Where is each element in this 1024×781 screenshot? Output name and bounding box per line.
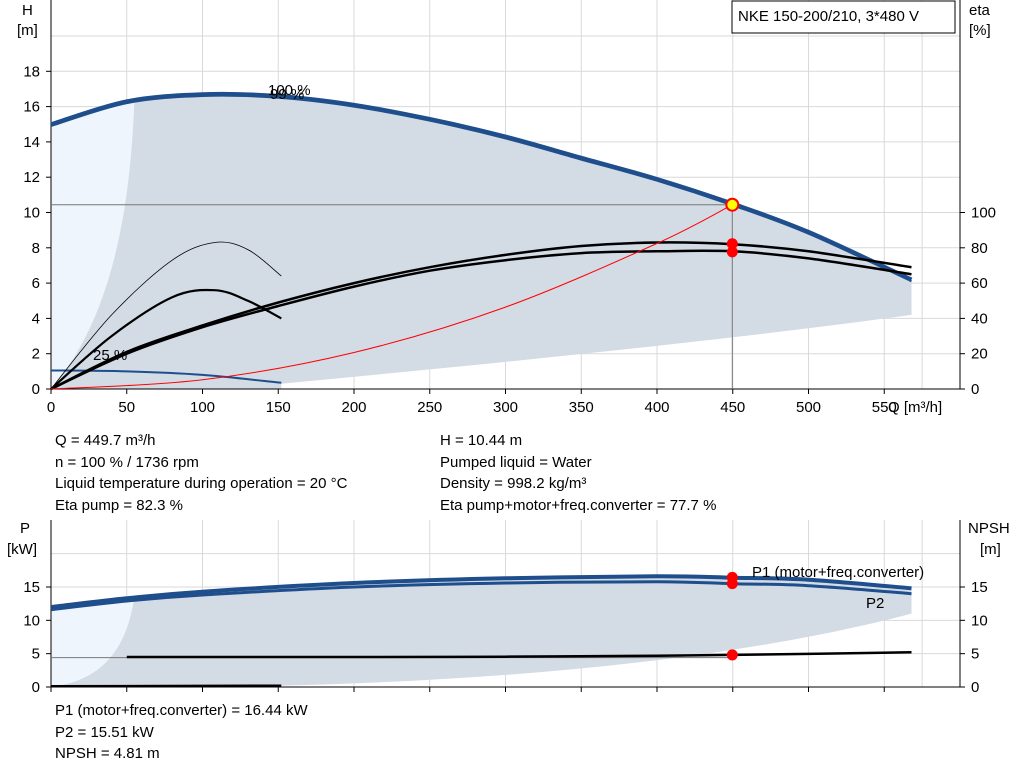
x-tick-label: 400 xyxy=(644,399,669,416)
y-tick-label-right: 15 xyxy=(971,579,988,596)
y-tick-label-left: 12 xyxy=(23,169,40,186)
power-curve-25 xyxy=(50,684,282,688)
x-tick-label: 350 xyxy=(569,399,594,416)
x-tick-label: 150 xyxy=(266,399,291,416)
x-tick-label: 50 xyxy=(118,399,135,416)
y-axis-unit-right: [m] xyxy=(980,541,1001,558)
op-marker-head xyxy=(725,197,740,212)
y-tick-label-left: 18 xyxy=(23,63,40,80)
legend-p1: P1 (motor+freq.converter) xyxy=(752,564,924,581)
op-marker-eta-total xyxy=(726,246,738,258)
curve-label-100: 100 % xyxy=(268,82,311,99)
x-tick-label: 450 xyxy=(720,399,745,416)
y-tick-label-right: 10 xyxy=(971,612,988,629)
info-eta-pump: Eta pump = 82.3 % xyxy=(55,496,183,514)
y-tick-label-right: 40 xyxy=(971,310,988,327)
curve-label-25: 25 % xyxy=(93,347,127,364)
eta-curve xyxy=(50,241,912,391)
eta-curve xyxy=(50,288,282,390)
y-tick-label-left: 8 xyxy=(32,240,40,257)
info-q: Q = 449.7 m³/h xyxy=(55,432,156,449)
y-axis-unit-right: [%] xyxy=(969,22,991,39)
op-marker-p2 xyxy=(726,578,738,590)
y-tick-label-right: 5 xyxy=(971,646,979,663)
op-marker-npsh xyxy=(726,649,738,661)
y-axis-label-right: eta xyxy=(969,2,991,19)
y-tick-label-left: 14 xyxy=(23,134,40,151)
x-tick-label: 200 xyxy=(341,399,366,416)
y-tick-label-right: 100 xyxy=(971,205,996,222)
y-tick-label-left: 10 xyxy=(23,205,40,222)
y-tick-label-right: 0 xyxy=(971,381,979,398)
y-tick-label-left: 6 xyxy=(32,275,40,292)
y-tick-label-right: 20 xyxy=(971,346,988,363)
power-curve xyxy=(50,574,912,609)
op-marker-eta-pump xyxy=(726,238,738,250)
y-tick-label-right: 80 xyxy=(971,240,988,257)
y-axis-unit-left: [kW] xyxy=(7,541,37,558)
info-p1: P1 (motor+freq.converter) = 16.44 kW xyxy=(55,702,308,719)
area-operating-range xyxy=(126,93,912,389)
info-npsh: NPSH = 4.81 m xyxy=(55,745,160,762)
y-tick-label-left: 15 xyxy=(23,579,40,596)
x-tick-label: 500 xyxy=(796,399,821,416)
x-tick-label: 0 xyxy=(47,399,55,416)
chart-title: NKE 150-200/210, 3*480 V xyxy=(738,8,919,25)
y-tick-label-left: 5 xyxy=(32,646,40,663)
info-speed: n = 100 % / 1736 rpm xyxy=(55,453,199,471)
x-tick-label: 300 xyxy=(493,399,518,416)
y-tick-label-left: 2 xyxy=(32,346,40,363)
y-tick-label-right: 0 xyxy=(971,679,979,696)
y-tick-label-left: 10 xyxy=(23,612,40,629)
info-pumped-liquid: Pumped liquid = Water xyxy=(440,453,592,471)
info-eta-total: Eta pump+motor+freq.converter = 77.7 % xyxy=(440,496,717,514)
title-box xyxy=(731,0,956,34)
top-chart: 0 50 100 150 200 250 300 350 400 450 500 5500246810… xyxy=(17,0,996,416)
power-curve xyxy=(50,580,912,612)
area-operating-range xyxy=(126,576,912,687)
info-h: H = 10.44 m xyxy=(440,432,523,449)
y-tick-label-left: 4 xyxy=(32,310,40,327)
info-liquid-temp: Liquid temperature during operation = 20… xyxy=(55,475,348,492)
x-tick-label: 250 xyxy=(417,399,442,416)
system-curve xyxy=(50,204,733,390)
y-axis-label-left: P xyxy=(20,520,30,537)
x-tick-label: 550 xyxy=(872,399,897,416)
y-axis-label-right: NPSH xyxy=(968,520,1010,537)
curve-label-99: 99 % xyxy=(270,86,304,103)
head-curve xyxy=(50,369,282,384)
info-p2: P2 = 15.51 kW xyxy=(55,723,154,741)
info-density: Density = 998.2 kg/m³ xyxy=(440,475,587,492)
info-right-top: H = 10.44 m Pumped liquid = Water Densit… xyxy=(440,430,716,516)
bottom-chart: 0 5 10 15 0 5 10 15 P [kW] NPSH [m] P1 (motor+freq.c… xyxy=(7,520,1010,696)
eta-curve xyxy=(50,249,912,391)
y-tick-label-left: 0 xyxy=(32,679,40,696)
legend-p2: P2 xyxy=(866,595,884,612)
y-axis-label-left: H xyxy=(22,2,33,19)
head-curve xyxy=(50,91,913,282)
head-curve xyxy=(50,94,912,283)
x-tick-label: 100 xyxy=(190,399,215,416)
info-left-top: Q = 449.7 m³/h n = 100 % / 1736 rpm Liqu… xyxy=(55,430,347,516)
x-axis-label: Q [m³/h] xyxy=(888,399,942,416)
y-tick-label-left: 16 xyxy=(23,99,40,116)
eta-curve xyxy=(50,241,282,390)
npsh-curve xyxy=(126,651,912,659)
y-tick-label-right: 60 xyxy=(971,275,988,292)
y-tick-label-left: 0 xyxy=(32,381,40,398)
info-left-bottom: P1 (motor+freq.converter) = 16.44 kW P2 … xyxy=(55,700,308,765)
y-axis-unit-left: [m] xyxy=(17,22,38,39)
